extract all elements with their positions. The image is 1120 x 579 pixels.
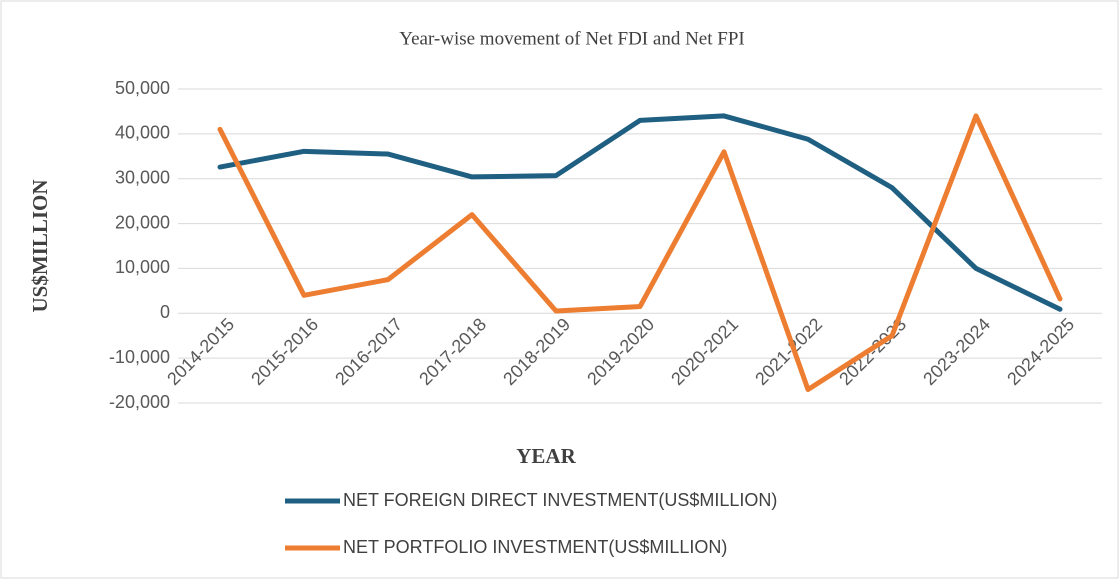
- y-tick-label: -10,000: [109, 347, 170, 367]
- y-tick-label: 10,000: [115, 257, 170, 277]
- legend-label: NET FOREIGN DIRECT INVESTMENT(US$MILLION…: [343, 490, 777, 510]
- legend-label: NET PORTFOLIO INVESTMENT(US$MILLION): [343, 537, 727, 557]
- y-tick-label: -20,000: [109, 392, 170, 412]
- y-tick-label: 40,000: [115, 123, 170, 143]
- series-line: [217, 113, 1063, 312]
- y-tick-label: 0: [160, 302, 170, 322]
- y-tick-label: 20,000: [115, 212, 170, 232]
- y-axis-label: US$MILLION: [28, 179, 52, 312]
- series-line: [217, 113, 1063, 393]
- chart-title: Year-wise movement of Net FDI and Net FP…: [399, 28, 744, 49]
- y-tick-label: 50,000: [115, 78, 170, 98]
- x-axis-label: YEAR: [516, 444, 576, 468]
- y-tick-label: 30,000: [115, 167, 170, 187]
